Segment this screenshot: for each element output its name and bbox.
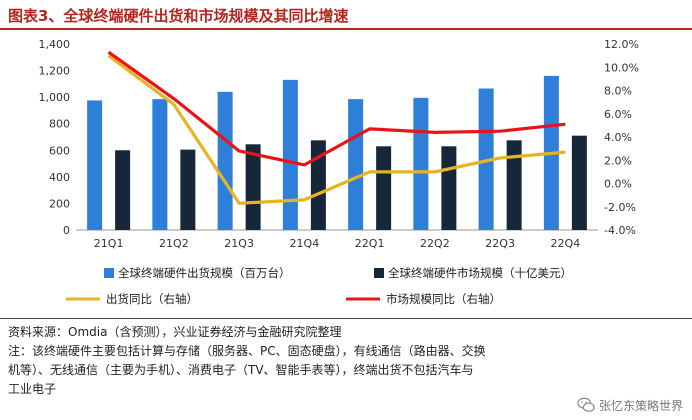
- left-axis-tick-label: 0: [63, 224, 70, 237]
- line-shipments-yoy: [107, 54, 566, 205]
- bar-market-size: [506, 140, 522, 230]
- bar-market-size: [115, 150, 131, 230]
- legend-swatch-bar: [104, 268, 114, 278]
- bar-shipments: [87, 100, 103, 230]
- notes-block: 资料来源：Omdia（含预测），兴业证券经济与金融研究院整理 注：该终端硬件主要…: [8, 323, 684, 399]
- right-axis-tick-label: 4.0%: [604, 131, 632, 144]
- wechat-icon: [577, 397, 595, 412]
- note-line-1: 注：该终端硬件主要包括计算与存储（服务器、PC、固态硬盘），有线通信（路由器、交…: [8, 344, 486, 358]
- bar-market-size: [376, 146, 392, 230]
- bar-market-size: [571, 135, 587, 230]
- left-axis-tick-label: 200: [49, 197, 70, 210]
- x-axis-tick-label: 22Q2: [420, 237, 450, 250]
- bar-shipments: [152, 99, 168, 230]
- left-axis-tick-label: 1,200: [39, 65, 71, 78]
- bar-market-size: [310, 140, 326, 230]
- line-market-yoy: [107, 50, 566, 167]
- x-axis-tick-label: 21Q4: [290, 237, 320, 250]
- chart-canvas: 0 200 400 600 800 1,000 1,200 1,400 -4.0% -2.0% 0.…: [39, 38, 639, 306]
- title-divider: [0, 28, 692, 30]
- watermark: 张忆东策略世界: [573, 394, 686, 416]
- right-axis-tick-label: -2.0%: [604, 201, 636, 214]
- left-axis-tick-label: 800: [49, 118, 70, 131]
- note-line-3: 工业电子: [8, 382, 57, 396]
- right-axis-tick-label: 2.0%: [604, 154, 632, 167]
- bar-shipments: [217, 91, 233, 230]
- legend-label: 全球终端硬件市场规模（十亿美元）: [388, 266, 572, 280]
- x-axis-tick-label: 21Q1: [94, 237, 124, 250]
- right-axis-tick-label: 12.0%: [604, 38, 639, 51]
- x-axis-tick-label: 22Q4: [551, 237, 581, 250]
- bar-shipments: [282, 79, 298, 230]
- left-axis-tick-label: 400: [49, 171, 70, 184]
- x-axis-tick-label: 21Q3: [224, 237, 254, 250]
- legend-label: 市场规模同比（右轴）: [386, 292, 501, 306]
- watermark-text: 张忆东策略世界: [598, 398, 683, 413]
- chart-title: 图表3、全球终端硬件出货和市场规模及其同比增速: [8, 7, 349, 25]
- note-line-2: 机等）、无线通信（主要为手机）、消费电子（TV、智能手表等），终端出货不包括汽车…: [8, 363, 474, 377]
- left-axis-tick-label: 600: [49, 144, 70, 157]
- right-axis-tick-label: -4.0%: [604, 224, 636, 237]
- chart-bottom-divider: [0, 318, 692, 319]
- left-axis-tick-label: 1,000: [39, 91, 71, 104]
- x-axis-tick-label: 22Q1: [355, 237, 385, 250]
- left-axis-tick-label: 1,400: [39, 38, 71, 51]
- x-axis-tick-label: 22Q3: [485, 237, 515, 250]
- bar-shipments: [348, 99, 364, 230]
- bar-market-size: [245, 144, 261, 230]
- right-axis-tick-label: 0.0%: [604, 178, 632, 191]
- x-axis-tick-label: 21Q2: [159, 237, 189, 250]
- legend-label: 出货同比（右轴）: [106, 292, 198, 306]
- right-axis-tick-label: 10.0%: [604, 61, 639, 74]
- bar-market-size: [441, 146, 457, 230]
- right-axis-tick-label: 6.0%: [604, 108, 632, 121]
- right-axis-tick-label: 8.0%: [604, 85, 632, 98]
- legend-label: 全球终端硬件出货规模（百万台）: [118, 266, 291, 280]
- bar-market-size: [180, 149, 196, 230]
- bar-shipments: [478, 88, 494, 230]
- bar-shipments: [413, 97, 429, 230]
- source-text: 资料来源：Omdia（含预测），兴业证券经济与金融研究院整理: [8, 325, 342, 339]
- legend-swatch-bar: [374, 268, 384, 278]
